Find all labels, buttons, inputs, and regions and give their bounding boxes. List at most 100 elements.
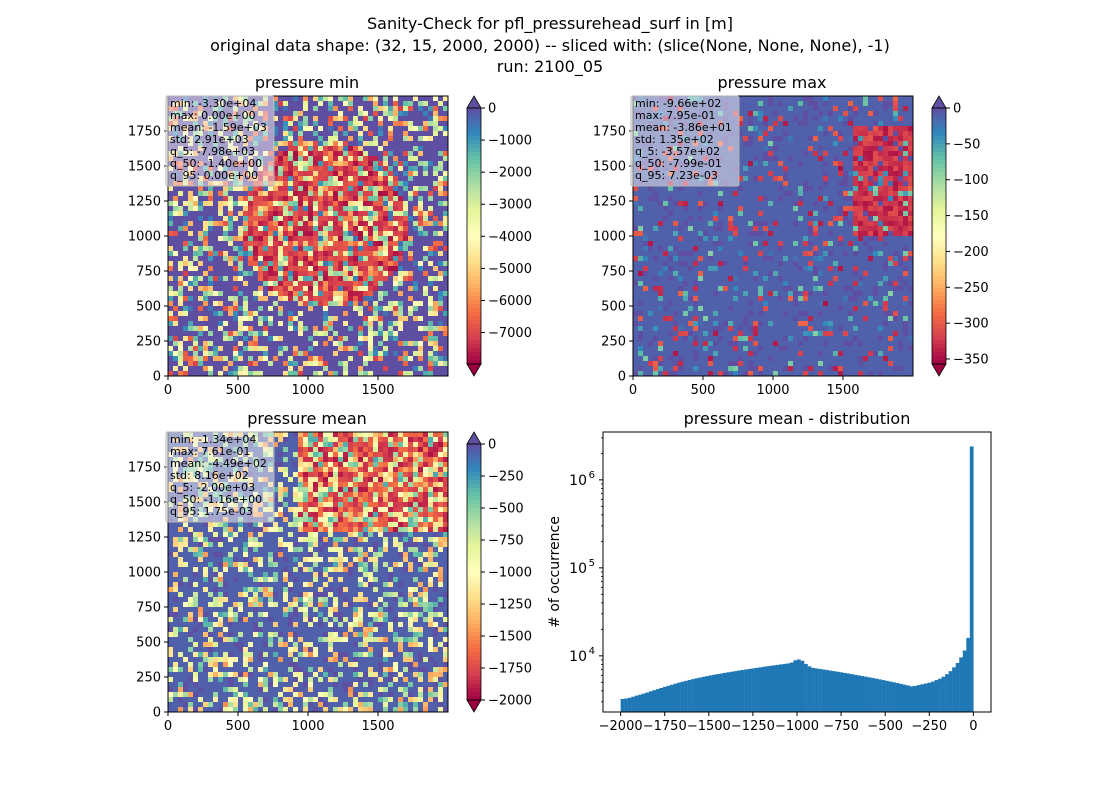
hist-bar (832, 671, 836, 712)
hist-bar (652, 690, 657, 712)
colorbar-segment (467, 168, 481, 173)
colorbar-segment (467, 608, 481, 613)
colorbar-segment (467, 448, 481, 453)
colorbar-segment (467, 164, 481, 169)
figure-suptitle-line2: original data shape: (32, 15, 2000, 2000… (210, 36, 890, 55)
stat-max: max: 0.00e+00 (170, 109, 256, 122)
colorbar-segment (467, 572, 481, 577)
colorbar-tick-label: −7000 (488, 326, 532, 341)
y-tick-label: 0 (153, 370, 161, 385)
hist-bar (835, 671, 840, 712)
colorbar-segment (932, 172, 946, 177)
y-tick-label: 1750 (128, 461, 161, 476)
colorbar-segment (467, 336, 481, 341)
hist-bar (684, 680, 688, 712)
colorbar-segment (467, 180, 481, 185)
colorbar-segment (467, 624, 481, 629)
hist-ylabel: # of occurrence (547, 516, 563, 628)
colorbar-segment (467, 676, 481, 681)
colorbar-segment (467, 644, 481, 649)
colorbar-segment (932, 140, 946, 145)
colorbar-segment (932, 152, 946, 157)
colorbar-segment (932, 300, 946, 305)
colorbar: 0 −1000 −2000 −3000 −4000 −5000 −6000 −7000 (466, 95, 532, 377)
hist-bar (645, 692, 650, 712)
stat-max: max: 7.61e-01 (170, 445, 250, 458)
hist-bar (666, 685, 671, 712)
hist-bar (856, 675, 861, 712)
colorbar-segment (932, 248, 946, 253)
hist-bar (631, 696, 635, 712)
colorbar-segment (932, 108, 946, 113)
colorbar-segment (467, 672, 481, 677)
hist-bar (811, 667, 815, 712)
colorbar-segment (932, 360, 946, 365)
hist-bar (786, 663, 791, 712)
y-tick-label: 1500 (128, 160, 161, 175)
panel-title: pressure mean (247, 409, 367, 428)
colorbar-tick-label: −2000 (488, 694, 532, 709)
stat-max: max: 7.95e-01 (635, 109, 715, 122)
hist-bar (620, 699, 625, 712)
colorbar-segment (467, 200, 481, 205)
colorbar-segment (932, 200, 946, 205)
colorbar-segment (467, 504, 481, 509)
stat-mean: mean: -1.59e+03 (170, 121, 267, 134)
colorbar-segment (932, 292, 946, 297)
hist-bar (627, 697, 632, 712)
hist-y-tick-label: 10 (569, 473, 587, 489)
stat-q95: q_95: 1.75e-03 (170, 505, 253, 518)
colorbar-segment (932, 256, 946, 261)
colorbar-segment (467, 308, 481, 313)
colorbar-segment (467, 696, 481, 701)
colorbar-segment (467, 640, 481, 645)
colorbar-segment (932, 244, 946, 249)
colorbar-segment (932, 296, 946, 301)
colorbar-tick-label: −1000 (488, 566, 532, 581)
heatmap-image (633, 96, 914, 377)
colorbar-segment (467, 496, 481, 501)
hist-bar (874, 678, 879, 712)
colorbar-tick-label: −100 (953, 173, 989, 188)
hist-x-tick-label: −2000 (599, 719, 643, 734)
colorbar-segment (932, 352, 946, 357)
hist-y-tick-exponent: 6 (589, 470, 595, 481)
colorbar-segment (467, 620, 481, 625)
colorbar-segment (932, 308, 946, 313)
hist-x-tick-label: −1500 (687, 719, 731, 734)
hist-bar (895, 683, 900, 712)
hist-bar (726, 672, 731, 712)
stat-min: min: -3.30e+04 (170, 97, 256, 110)
y-tick-label: 250 (601, 335, 626, 350)
x-tick-label: 1000 (291, 383, 324, 398)
colorbar-tick-label: −5000 (488, 262, 532, 277)
colorbar-segment (932, 124, 946, 129)
colorbar-segment (467, 324, 481, 329)
colorbar-segment (932, 320, 946, 325)
hist-bar (624, 698, 628, 712)
y-tick-label: 500 (601, 300, 626, 315)
y-tick-label: 750 (601, 265, 626, 280)
hist-bar (648, 691, 653, 712)
colorbar-segment (467, 568, 481, 573)
figure-suptitle-line1: Sanity-Check for pfl_pressurehead_surf i… (367, 14, 733, 34)
colorbar-segment (467, 680, 481, 685)
y-tick-label: 1250 (593, 195, 626, 210)
colorbar-segment (932, 156, 946, 161)
x-tick-label: 500 (226, 383, 251, 398)
colorbar-segment (467, 616, 481, 621)
colorbar-segment (467, 500, 481, 505)
colorbar-segment (467, 348, 481, 353)
stats-box: min: -9.66e+02 max: 7.95e-01 mean: -3.86… (630, 95, 740, 187)
colorbar-segment (467, 208, 481, 213)
panel-pressure-mean: pressure mean 0 500 1000 1500 0 250 500 750 1000… (128, 409, 532, 734)
hist-bar (751, 668, 755, 712)
hist-bar (846, 673, 851, 712)
colorbar-tick-label: −200 (953, 245, 989, 260)
colorbar-segment (467, 584, 481, 589)
hist-bar (948, 671, 953, 712)
y-tick-label: 250 (136, 671, 161, 686)
colorbar-segment (467, 540, 481, 545)
colorbar-segment (467, 520, 481, 525)
colorbar-segment (932, 148, 946, 153)
